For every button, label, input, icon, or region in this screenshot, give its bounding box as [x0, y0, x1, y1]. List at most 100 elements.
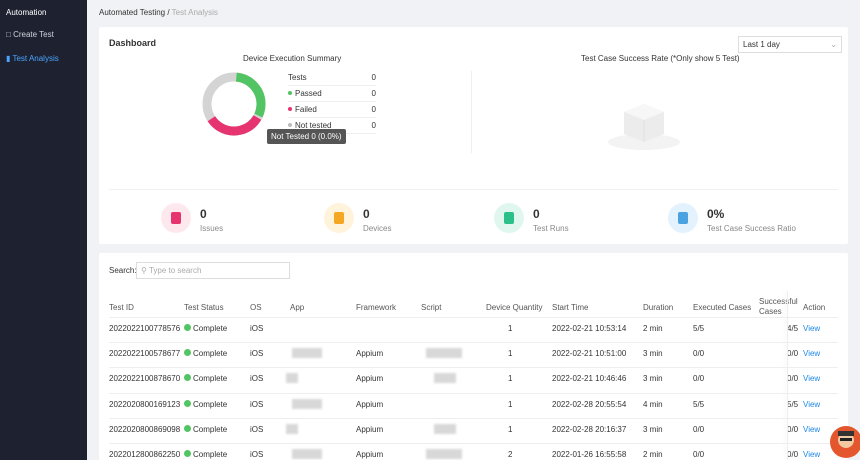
cell-duration: 2 min	[643, 450, 663, 459]
status-icon	[184, 324, 191, 331]
stat-glyph	[171, 212, 181, 224]
legend-label: Tests	[288, 73, 307, 82]
table-header: Framework	[356, 303, 397, 312]
cell-action[interactable]: View	[803, 424, 821, 434]
blurred-app	[292, 449, 322, 459]
cell-executed: 0/0	[693, 450, 705, 459]
cell-executed: 5/5	[693, 399, 705, 409]
cell-start: 2022-02-28 20:16:37	[552, 424, 627, 434]
cell-successful: 5/5	[787, 399, 799, 409]
table-header: Duration	[643, 303, 674, 312]
cell-framework: Appium	[356, 374, 384, 384]
cell-executed: 0/0	[693, 374, 705, 384]
stat-value: 0%	[707, 207, 725, 221]
row-rule	[109, 367, 838, 369]
cell-start: 2022-02-21 10:46:46	[552, 374, 627, 384]
stat-label: Issues	[200, 224, 224, 233]
cell-os: iOS	[250, 349, 264, 359]
cell-successful: 0/0	[787, 349, 799, 359]
table-header: OS	[250, 303, 262, 312]
table-header: Action	[803, 303, 826, 312]
cell-successful: 0/0	[787, 424, 799, 434]
status-icon	[184, 349, 191, 357]
table-header: App	[290, 303, 305, 312]
cell-executed: 5/5	[693, 324, 705, 333]
row-rule	[109, 443, 838, 444]
table-header: Successful Cases	[759, 297, 798, 316]
search-input[interactable]: ⚲ Type to search	[136, 262, 290, 279]
cell-action[interactable]: View	[803, 324, 821, 333]
fixed-column-edge	[787, 291, 788, 460]
cell-framework: Appium	[356, 349, 384, 359]
donut-arc	[202, 72, 266, 136]
legend-label: Not tested	[295, 121, 332, 130]
cell-devices: 2	[508, 450, 513, 459]
row-rule	[109, 417, 838, 419]
nav-item[interactable]: ▮ Test Analysis	[6, 54, 59, 63]
legend-value: 0	[371, 89, 376, 98]
status-icon	[184, 399, 191, 407]
select-value[interactable]: Last 1 day	[743, 40, 780, 49]
nav-item[interactable]: □ Create Test	[6, 30, 54, 39]
cell-devices: 1	[508, 324, 513, 333]
legend-rule	[288, 117, 376, 118]
section-title: Test Case Success Rate (*Only show 5 Tes…	[581, 54, 740, 63]
table-header: Executed Cases	[693, 303, 752, 312]
cell-successful: 0/0	[787, 450, 799, 459]
table-card: Search: ⚲ Type to search Test ID Test Sta…	[99, 253, 848, 460]
cell-action[interactable]: View	[803, 349, 821, 359]
blurred-script	[426, 449, 462, 459]
legend-dot	[288, 91, 292, 95]
card-title: Dashboard	[109, 38, 157, 48]
status-icon	[184, 374, 191, 382]
stat-icon	[494, 203, 524, 233]
dashboard-card: Dashboard Last 1 day ⌄ Device Execution S…	[99, 27, 848, 244]
blurred-app	[292, 398, 322, 409]
cell-status: Complete	[193, 324, 228, 333]
nav-label[interactable]: Test Analysis	[12, 54, 59, 63]
stat-glyph	[334, 212, 344, 224]
cell-id: 2022022100878670	[109, 374, 181, 384]
row-rule	[109, 392, 838, 394]
cell-status: Complete	[193, 374, 228, 384]
legend-value: 0	[371, 73, 376, 82]
search-placeholder[interactable]: Type to search	[148, 266, 202, 275]
table-header: Device Quantity	[486, 303, 543, 312]
nav-label[interactable]: Create Test	[13, 30, 54, 39]
blurred-script	[426, 348, 462, 359]
stat-value: 0	[200, 207, 207, 221]
crumb-separator: /	[167, 8, 170, 17]
cell-status: Complete	[193, 450, 228, 459]
assistant-avatar[interactable]	[829, 425, 860, 459]
range-select[interactable]: Last 1 day ⌄	[738, 36, 842, 53]
cell-action[interactable]: View	[803, 450, 821, 459]
cell-start: 2022-02-21 10:53:14	[552, 324, 627, 333]
legend-dot	[288, 123, 292, 127]
cell-devices: 1	[508, 424, 513, 434]
legend-label: Failed	[295, 105, 317, 114]
legend-rule	[288, 85, 376, 86]
breadcrumb: Automated Testing / Test Analysis	[99, 8, 218, 17]
cell-id: 2022020800869098	[109, 424, 181, 434]
blurred-script	[434, 423, 456, 434]
stat-icon	[668, 203, 698, 233]
cell-status: Complete	[193, 349, 228, 359]
cell-executed: 0/0	[693, 349, 705, 359]
cell-os: iOS	[250, 324, 264, 333]
cell-id: 2022020800169123	[109, 399, 181, 409]
table-header: Test Status	[184, 303, 224, 312]
cell-action[interactable]: View	[803, 374, 821, 384]
crumb[interactable]: Automated Testing	[99, 8, 166, 17]
divider	[109, 189, 838, 190]
legend-value: 0	[371, 105, 376, 114]
table-header: Test ID	[109, 303, 134, 312]
legend-label: Passed	[295, 89, 322, 98]
cell-os: iOS	[250, 450, 264, 459]
cell-framework: Appium	[356, 450, 384, 459]
cell-start: 2022-02-21 10:51:00	[552, 349, 627, 359]
cell-successful: 4/5	[787, 324, 799, 333]
cell-action[interactable]: View	[803, 399, 821, 409]
cell-duration: 3 min	[643, 349, 663, 359]
table-header: Start Time	[552, 303, 589, 312]
